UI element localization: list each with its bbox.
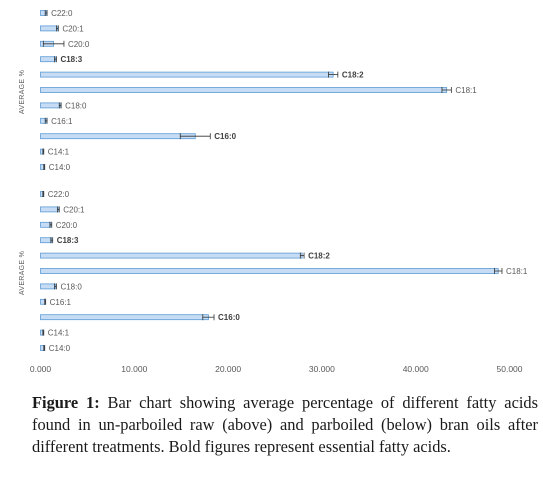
category-label-C22-0: C22:0 [48,190,70,199]
category-label-C14-0: C14:0 [49,344,71,353]
error-bar-C14-0 [43,164,46,170]
figure-label: Figure 1: [32,393,100,412]
chart-panel-parboiled: AVERAGE % C22:0 C20:1 C20:0 C18:3 C18:2 C18:1 C… [19,190,528,353]
x-axis: 0.000 10.000 20.000 30.000 40.000 50.000 [30,364,523,374]
category-label-C14-0: C14:0 [49,163,71,172]
error-bar-C16-1 [44,117,48,124]
x-tick-label: 0.000 [30,364,52,374]
category-label-C18-3: C18:3 [57,236,79,245]
bar-C18-1 [40,87,448,93]
x-tick-label: 40.000 [403,364,429,374]
error-bar-C18-2 [328,71,339,78]
bar-C18-3 [40,56,56,63]
error-bar-C18-3 [54,56,57,63]
error-bar-C22-0 [44,10,48,16]
category-label-C18-3: C18:3 [60,55,82,64]
bar-C20-0 [40,221,52,228]
error-bar-C18-0 [58,102,62,109]
error-bar-C16-1 [44,298,47,305]
category-label-C18-1: C18:1 [506,267,528,276]
y-axis-label: AVERAGE % [19,70,26,114]
category-label-C22-0: C22:0 [51,9,73,18]
bar-C18-3 [40,237,53,244]
bar-C18-2 [40,71,334,78]
figure-caption-text: Bar chart showing average percentage of … [32,393,538,456]
y-axis-label: AVERAGE % [19,251,26,295]
bar-C20-1 [40,206,59,213]
error-bar-C20-1 [56,206,60,213]
error-bar-C16-0 [202,314,215,321]
error-bar-C18-0 [54,283,57,290]
figure-caption: Figure 1: Bar chart showing average perc… [32,392,538,458]
bar-C16-0 [40,133,196,140]
category-label-C20-1: C20:1 [63,205,85,214]
bar-C18-0 [40,283,56,290]
category-label-C18-2: C18:2 [308,252,330,261]
category-label-C18-1: C18:1 [455,86,477,95]
error-bar-C16-0 [179,133,211,140]
error-bar-C20-0 [42,40,65,47]
chart-panel-raw: AVERAGE % C22:0 C20:1 C20:0 C18:3 C18:2 C18:1 C… [19,9,477,172]
category-label-C18-0: C18:0 [65,101,87,110]
error-bar-C18-1 [494,268,503,274]
bar-C16-0 [40,314,209,321]
category-label-C20-0: C20:0 [56,221,78,230]
category-label-C16-0: C16:0 [214,132,236,141]
error-bar-C20-0 [49,221,53,228]
error-bar-C18-3 [50,237,54,244]
x-tick-label: 10.000 [121,364,147,374]
error-bar-C20-1 [56,25,59,32]
error-bar-C14-1 [42,148,45,155]
category-label-C16-1: C16:1 [51,117,73,126]
category-label-C16-1: C16:1 [50,298,72,307]
x-tick-label: 30.000 [309,364,335,374]
category-label-C14-1: C14:1 [48,329,70,338]
error-bar-C18-1 [441,87,452,93]
category-label-C14-1: C14:1 [48,148,70,157]
bar-C18-0 [40,102,61,109]
category-label-C16-0: C16:0 [218,313,240,322]
bar-C18-1 [40,268,499,274]
category-label-C18-2: C18:2 [342,71,364,80]
bar-C20-1 [40,25,58,32]
x-tick-label: 50.000 [497,364,523,374]
error-bar-C14-1 [42,329,45,336]
category-label-C20-1: C20:1 [62,24,84,33]
fatty-acid-bar-chart: AVERAGE % C22:0 C20:1 C20:0 C18:3 C18:2 C18:1 C… [19,9,528,374]
error-bar-C14-0 [43,345,46,351]
error-bar-C18-2 [299,252,305,259]
bar-C18-2 [40,252,303,259]
error-bar-C22-0 [42,191,45,197]
x-tick-label: 20.000 [215,364,241,374]
category-label-C18-0: C18:0 [60,282,82,291]
category-label-C20-0: C20:0 [68,40,90,49]
